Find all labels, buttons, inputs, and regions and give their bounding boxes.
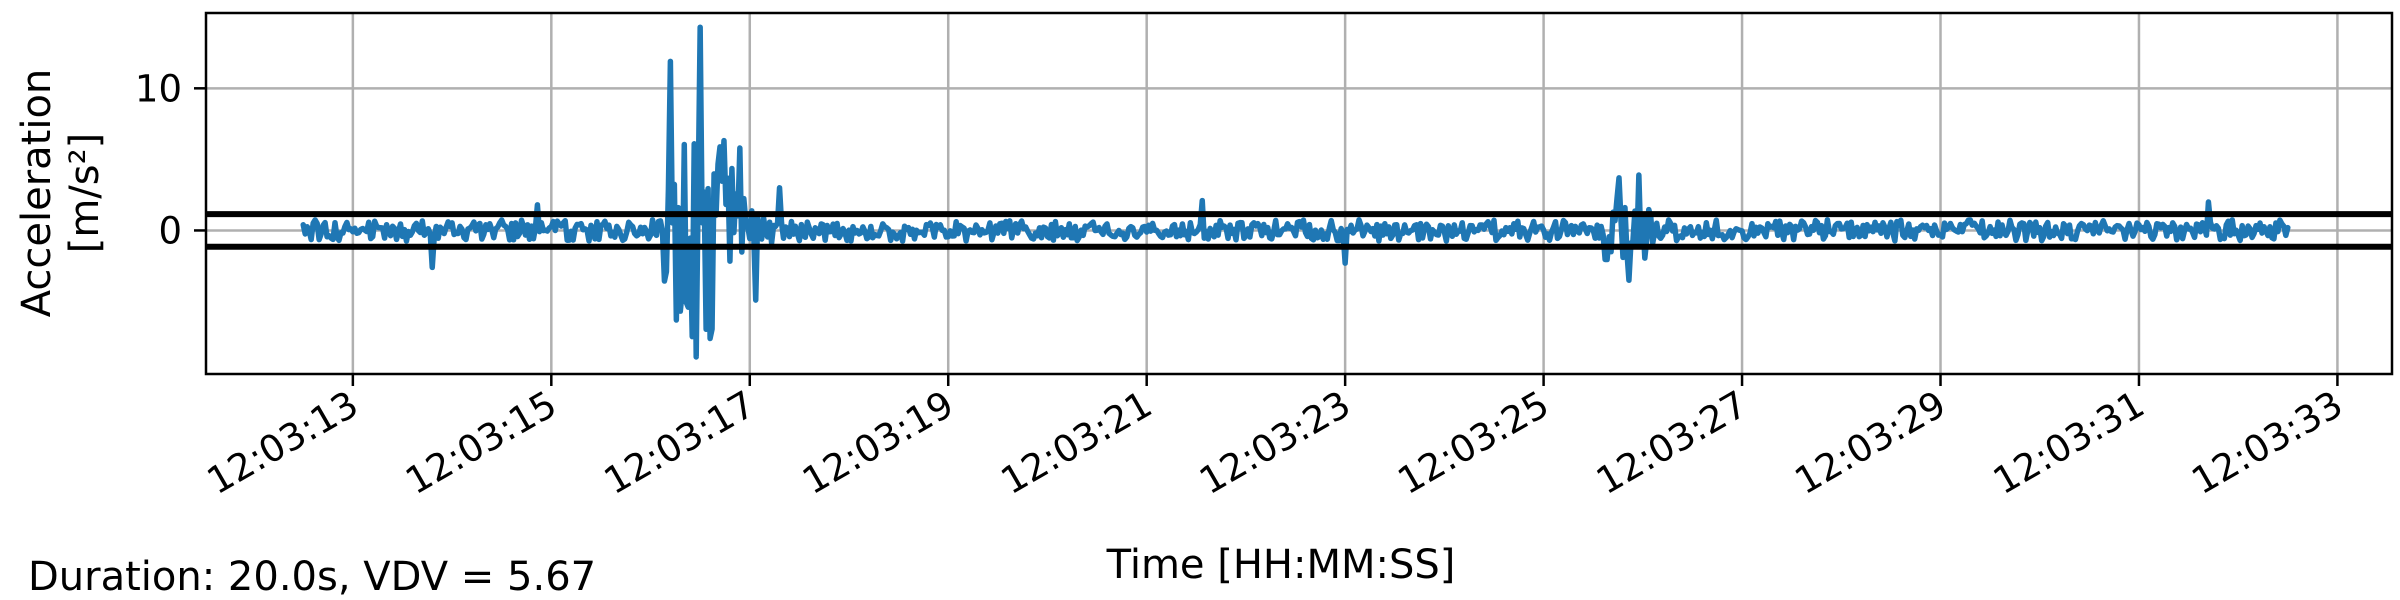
x-axis: 12:03:13 12:03:15 12:03:17 12:03:19 12:03:21… [200, 374, 2350, 503]
x-tick-label: 12:03:15 [398, 383, 563, 503]
x-tick-label: 12:03:29 [1788, 383, 1953, 503]
x-tick-label: 12:03:33 [2185, 383, 2350, 503]
x-tick-label: 12:03:27 [1589, 383, 1754, 503]
grid [206, 13, 2392, 374]
threshold-lines [206, 211, 2392, 250]
plot-frame [204, 11, 2394, 376]
x-tick-label: 12:03:31 [1986, 383, 2151, 503]
data-layer [300, 24, 2291, 360]
y-axis-label-line1: Acceleration [14, 69, 60, 318]
y-tick-label: 10 [135, 67, 182, 110]
x-tick-label: 12:03:23 [1192, 383, 1357, 503]
x-tick-label: 12:03:19 [795, 383, 960, 503]
acceleration-series-line [300, 24, 2291, 360]
x-tick-label: 12:03:25 [1391, 383, 1556, 503]
y-axis: 0 10 [135, 67, 206, 252]
x-tick-label: 12:03:17 [597, 383, 762, 503]
x-axis-label: Time [HH:MM:SS] [1106, 542, 1456, 588]
duration-vdv-summary: Duration: 20.0s, VDV = 5.67 [28, 554, 597, 600]
y-tick-label: 0 [158, 209, 182, 252]
x-tick-label: 12:03:21 [994, 383, 1159, 503]
y-axis-label-line2: [m/s²] [62, 133, 108, 254]
y-axis-label: Acceleration [m/s²] [14, 69, 108, 318]
x-tick-label: 12:03:13 [200, 383, 365, 503]
